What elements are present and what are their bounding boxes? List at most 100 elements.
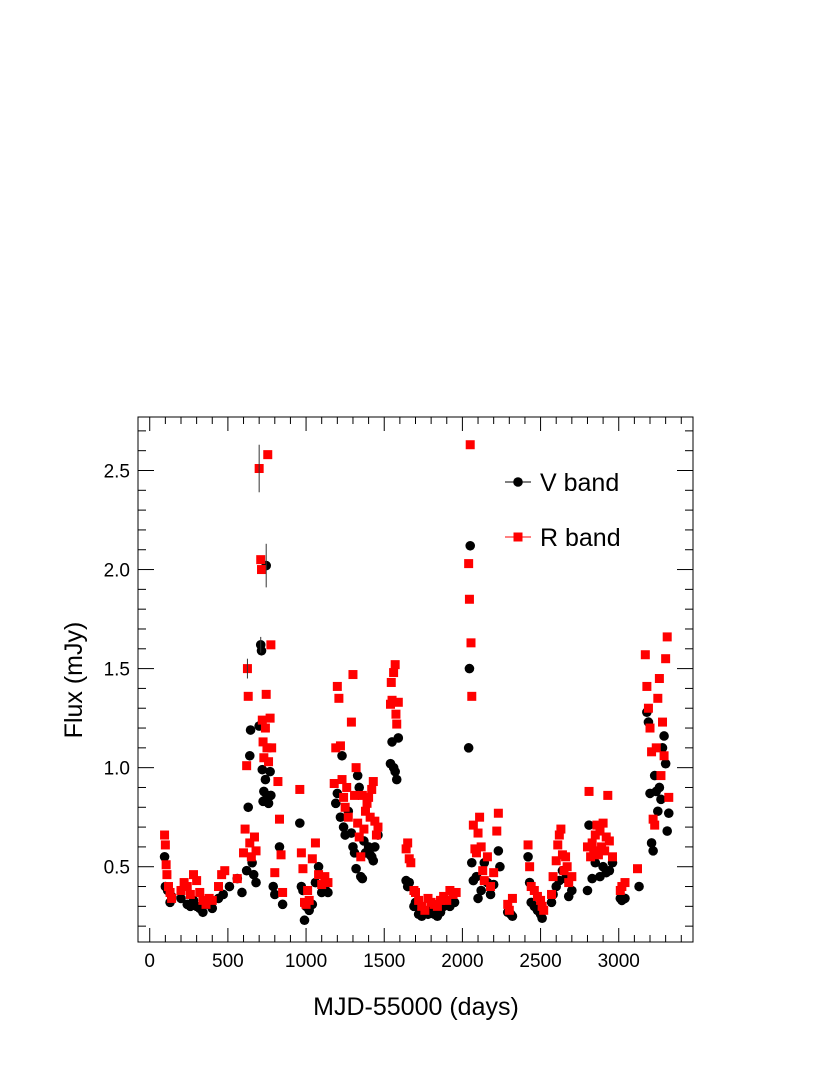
data-point [352,770,363,781]
data-point [337,750,347,761]
data-point [323,887,333,898]
data-point [298,864,308,874]
data-point [331,743,341,753]
data-point [651,743,661,753]
data-point [523,840,533,850]
data-point [393,733,404,743]
data-point [260,774,271,785]
data-point [182,882,192,892]
data-point [589,846,599,856]
data-point [406,858,416,868]
data-point [368,777,378,787]
x-tick-label: 3000 [598,951,640,972]
data-point [245,725,256,735]
data-point [411,887,420,897]
data-point [339,792,349,802]
tick-labels: 0 500 1000 1500 2000 2500 3000 0.5 1.0 1.5 2.0 2.5 [104,461,640,972]
data-point [353,818,363,828]
data-point [370,816,380,826]
data-point [645,723,655,733]
data-point [582,885,593,896]
data-point [257,764,268,775]
data-point [351,863,361,874]
series-square [160,440,674,915]
data-point [356,852,366,862]
data-point [258,737,268,747]
data-point [600,846,610,856]
data-point [342,782,352,792]
data-point [442,895,452,905]
data-point [660,758,671,769]
x-tick-label: 2500 [519,951,561,972]
data-point [640,650,650,660]
data-point [296,848,306,858]
data-point [257,565,267,575]
data-point [260,723,270,733]
data-point [367,784,377,794]
data-point [471,848,481,858]
data-point [620,878,630,888]
data-point [335,741,345,751]
data-point [303,885,313,895]
data-point [251,846,261,856]
data-point [251,877,261,888]
data-point [654,782,665,793]
data-point [265,766,275,777]
x-axis-title: MJD-55000 (days) [313,993,519,1021]
data-point [659,731,669,741]
data-point [162,870,172,880]
data-point [274,842,285,852]
data-point [307,854,317,864]
data-point [207,895,217,905]
data-point [449,897,460,908]
data-point [368,855,379,866]
data-point [338,822,349,832]
data-point [335,812,346,822]
y-tick-label: 1.5 [104,660,130,681]
data-point [245,838,255,848]
data-point [159,852,170,862]
data-point [551,856,561,866]
data-point [463,743,474,753]
data-point [359,824,369,834]
data-point [662,826,673,836]
data-point [476,842,486,852]
data-point [351,763,361,773]
data-point [317,880,327,890]
data-point [587,838,597,848]
data-point [392,719,402,729]
data-point [310,838,320,848]
data-point [664,792,674,802]
data-point [346,717,356,727]
data-point [313,861,324,872]
data-point [467,691,477,701]
data-point [365,812,375,822]
data-point [364,792,374,802]
data-point [266,640,276,650]
data-point [653,693,663,703]
data-point [242,761,252,771]
data-point [656,771,666,781]
data-point [523,852,533,862]
data-point [195,887,205,897]
y-tick-label: 0.5 [104,858,130,879]
data-point [276,850,286,860]
data-point [391,709,401,719]
x-tick-label: 500 [212,951,244,972]
data-point [265,713,275,723]
data-point [354,782,365,793]
data-point [587,873,597,884]
data-point [504,905,514,915]
data-point [661,654,671,664]
data-points [159,440,674,926]
legend-label: R band [540,524,621,552]
x-tick-label: 1000 [285,951,327,972]
data-point [244,750,255,761]
data-point [451,887,461,897]
data-point [273,777,283,787]
data-point [167,893,177,903]
data-point [607,852,617,862]
data-point [582,842,592,852]
data-point [556,824,566,834]
